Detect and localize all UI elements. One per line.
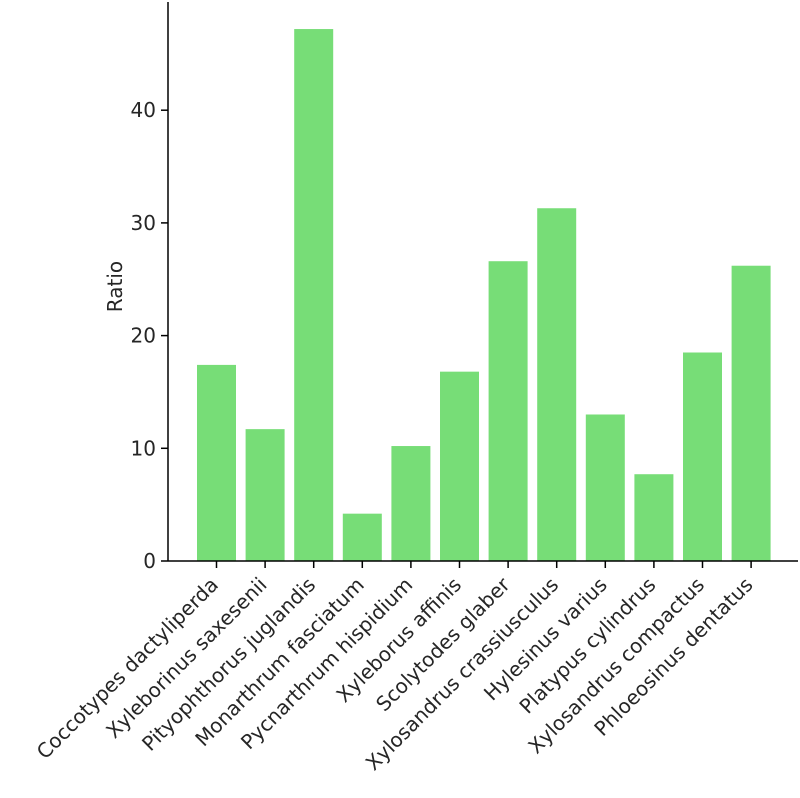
y-tick-label: 10: [131, 436, 156, 460]
bar: [731, 265, 771, 561]
bar: [245, 429, 285, 561]
bar: [391, 446, 431, 561]
bar: [197, 364, 236, 561]
bar: [488, 261, 528, 561]
bar: [634, 474, 674, 561]
bar: [440, 371, 479, 561]
y-tick-label: 30: [131, 211, 156, 235]
bar: [683, 352, 722, 561]
y-tick-label: 20: [131, 324, 156, 348]
y-tick-label: 0: [143, 549, 156, 573]
y-axis-label: Ratio: [103, 261, 127, 312]
bar: [342, 513, 382, 561]
bar: [585, 414, 625, 561]
y-axis-ticks: 0 10 20 30 40: [131, 98, 168, 573]
y-tick-label: 40: [131, 98, 156, 122]
bars-group: [197, 29, 771, 561]
bar: [294, 29, 334, 561]
bar: [537, 208, 577, 561]
